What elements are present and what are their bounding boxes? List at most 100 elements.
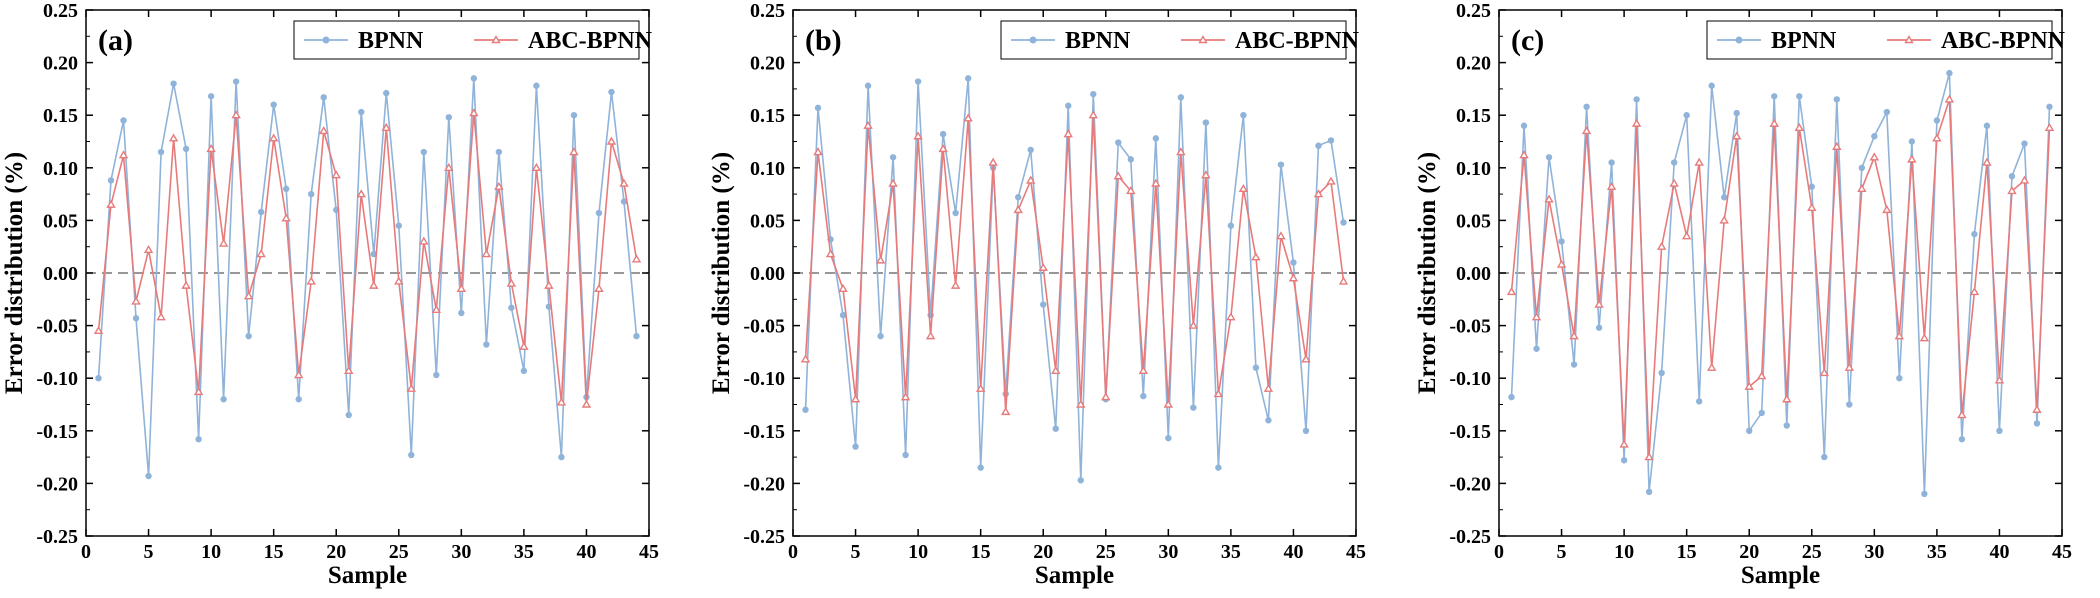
data-point <box>1719 215 1729 224</box>
legend-marker <box>491 35 501 44</box>
data-point <box>445 114 453 121</box>
x-axis-title: Sample <box>1741 562 1820 589</box>
data-point <box>533 82 540 89</box>
x-tick-label: 30 <box>1158 541 1178 563</box>
data-point <box>1090 90 1097 98</box>
data-point <box>1894 331 1905 340</box>
data-point <box>1758 409 1765 417</box>
data-point <box>1126 186 1136 195</box>
x-tick-label: 45 <box>1346 541 1366 563</box>
data-point <box>469 108 479 117</box>
data-point <box>1971 230 1978 238</box>
y-tick-label: -0.15 <box>36 421 78 443</box>
data-point <box>1520 122 1528 129</box>
legend-box <box>1000 20 1347 60</box>
data-point <box>581 399 592 408</box>
data-point <box>1176 147 1186 156</box>
y-axis-title: Error distribution (%) <box>1414 152 1441 394</box>
data-point <box>2033 420 2041 427</box>
data-point <box>1015 194 1022 201</box>
y-tick-label: 0.25 <box>43 0 78 22</box>
data-point <box>168 133 179 142</box>
y-tick-label: 0.20 <box>750 53 785 75</box>
x-tick-label: 40 <box>1283 541 1303 563</box>
data-point <box>531 162 542 171</box>
data-point <box>220 396 227 403</box>
data-point <box>494 181 504 190</box>
data-point <box>232 78 240 85</box>
data-point <box>1177 94 1185 101</box>
data-point <box>281 213 291 222</box>
data-point <box>1506 287 1517 296</box>
data-point <box>170 80 177 87</box>
data-point <box>875 255 886 264</box>
y-tick-label: -0.15 <box>1449 421 1491 443</box>
y-tick-label: -0.20 <box>743 473 785 495</box>
data-point <box>131 296 141 305</box>
data-point <box>1040 301 1047 308</box>
data-point <box>620 198 628 205</box>
data-point <box>1594 299 1604 308</box>
data-point <box>1996 427 2003 434</box>
data-point <box>207 93 215 100</box>
x-tick-label: 15 <box>971 541 991 563</box>
data-point <box>1844 362 1855 371</box>
data-point <box>900 392 911 401</box>
data-point <box>1569 331 1579 340</box>
data-point <box>369 280 379 289</box>
y-tick-label: -0.05 <box>1449 316 1491 338</box>
y-tick-label: 0.15 <box>1456 105 1491 127</box>
legend: BPNN ABC-BPNN <box>1000 20 1360 60</box>
data-point <box>483 341 490 348</box>
series-abc-bpnn <box>93 108 642 408</box>
data-point <box>157 148 165 156</box>
data-point <box>1595 324 1603 331</box>
data-point <box>2021 140 2028 147</box>
data-point <box>132 315 140 322</box>
data-point <box>270 101 277 108</box>
data-point <box>950 280 961 289</box>
data-point <box>889 154 897 161</box>
data-point <box>1907 154 1917 163</box>
data-point <box>1201 170 1211 179</box>
data-point <box>1038 262 1048 271</box>
data-point <box>1733 109 1740 117</box>
data-point <box>395 222 402 229</box>
data-point <box>1101 392 1111 401</box>
x-tick-label: 15 <box>264 541 284 563</box>
data-point <box>1226 312 1236 321</box>
x-tick-label: 35 <box>1927 541 1947 563</box>
y-tick-label: -0.05 <box>743 316 785 338</box>
data-point <box>975 383 986 392</box>
data-point <box>877 332 884 340</box>
series-line <box>97 113 638 405</box>
data-point <box>1645 488 1653 496</box>
data-point <box>1570 361 1578 368</box>
data-point <box>1871 133 1878 140</box>
x-axis-title: Sample <box>328 562 407 589</box>
data-point <box>1202 119 1210 126</box>
data-point <box>594 283 604 292</box>
data-point <box>95 375 102 382</box>
x-tick-label: 15 <box>1677 541 1697 563</box>
y-tick-label: -0.15 <box>743 421 785 443</box>
y-tick-label: 0.20 <box>43 53 78 75</box>
data-point <box>1858 164 1866 171</box>
y-tick-label: -0.10 <box>36 368 78 390</box>
panel-label: (b) <box>805 24 842 57</box>
data-point <box>1558 238 1565 245</box>
data-point <box>1896 375 1903 382</box>
data-point <box>1545 154 1553 161</box>
data-point <box>118 150 129 159</box>
data-point <box>1251 252 1261 261</box>
data-point <box>1994 375 2005 384</box>
data-point <box>1338 276 1349 285</box>
data-point <box>864 82 872 89</box>
y-tick-label: 0.10 <box>43 158 78 180</box>
x-tick-label: 40 <box>576 541 596 563</box>
data-point <box>120 117 127 124</box>
data-point <box>444 162 454 171</box>
data-point <box>1921 490 1928 498</box>
data-point <box>320 94 327 101</box>
